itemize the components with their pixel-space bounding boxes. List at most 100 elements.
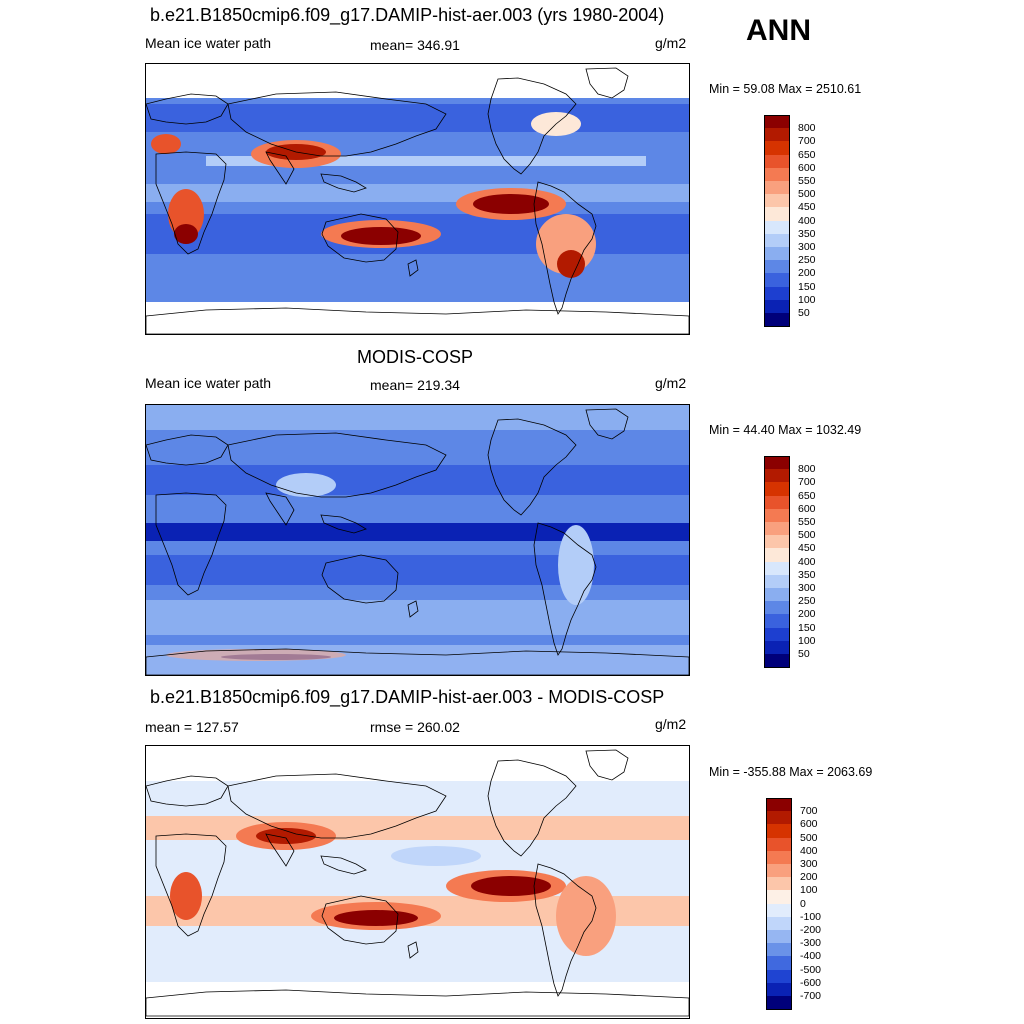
panel2-units-label: g/m2 <box>655 375 687 391</box>
colorbar-swatch <box>766 930 792 944</box>
colorbar-tick-label: 700 <box>798 135 816 148</box>
colorbar-swatch <box>764 588 790 602</box>
panel2-mean-label: mean= 219.34 <box>370 377 460 393</box>
colorbar-tick-label: 450 <box>798 201 816 214</box>
colorbar-swatch <box>764 614 790 629</box>
colorbar-swatch <box>766 982 792 997</box>
colorbar-tick-label: 500 <box>798 529 816 542</box>
panel2-variable-label: Mean ice water path <box>145 375 272 391</box>
colorbar-tick-label: 650 <box>798 148 816 161</box>
colorbar-swatch <box>766 811 792 825</box>
panel2-map <box>145 404 690 676</box>
colorbar-tick-label: -400 <box>800 950 822 963</box>
colorbar-tick-label: 400 <box>798 555 816 568</box>
colorbar-swatch <box>764 220 790 235</box>
colorbar-tick-label: 350 <box>798 227 816 240</box>
colorbar-swatch <box>764 561 790 576</box>
panel3-mean-label: mean = 127.57 <box>145 719 239 735</box>
colorbar-swatch <box>766 956 792 971</box>
colorbar-tick-label: 150 <box>798 280 816 293</box>
colorbar-tick-label: 200 <box>798 608 816 621</box>
colorbar-tick-label: 150 <box>798 621 816 634</box>
colorbar-swatch <box>766 969 792 984</box>
colorbar-swatch <box>764 522 790 536</box>
colorbar-swatch <box>764 260 790 274</box>
panel1-variable-label: Mean ice water path <box>145 35 272 51</box>
colorbar-swatch <box>766 877 792 891</box>
colorbar-swatch <box>766 850 792 865</box>
colorbar-tick-label: 600 <box>798 161 816 174</box>
panel2-minmax: Min = 44.40 Max = 1032.49 <box>709 423 862 437</box>
colorbar-tick-label: 300 <box>798 241 816 253</box>
colorbar-swatch <box>764 233 790 248</box>
colorbar-tick-label: -100 <box>800 910 822 923</box>
colorbar-swatch <box>766 916 792 931</box>
colorbar-swatch <box>766 996 792 1010</box>
colorbar-swatch <box>764 141 790 156</box>
colorbar-tick-label: -500 <box>800 963 822 976</box>
colorbar-swatch <box>764 154 790 169</box>
colorbar-tick-label: 250 <box>798 254 816 267</box>
panel3-units-label: g/m2 <box>655 716 687 732</box>
colorbar-swatch <box>764 286 790 301</box>
colorbar-tick-label: -300 <box>800 937 822 950</box>
panel3-minmax: Min = -355.88 Max = 2063.69 <box>709 765 873 779</box>
colorbar-swatch <box>764 456 790 470</box>
colorbar-tick-label: 0 <box>800 897 806 910</box>
colorbar-swatch <box>764 535 790 549</box>
colorbar-swatch <box>764 273 790 288</box>
panel2-title: MODIS-COSP <box>357 347 474 367</box>
colorbar-tick-label: 500 <box>800 831 818 844</box>
colorbar-tick-label: 300 <box>798 582 816 594</box>
season-label: ANN <box>746 14 811 47</box>
colorbar-swatch <box>764 207 790 222</box>
colorbar-tick-label: 200 <box>800 871 818 884</box>
colorbar-tick-label: 400 <box>800 844 818 857</box>
colorbar-swatch <box>764 128 790 142</box>
colorbar-tick-label: -200 <box>800 924 822 936</box>
colorbar-tick-label: 800 <box>798 463 816 476</box>
colorbar-tick-label: -700 <box>800 990 822 1002</box>
colorbar-tick-label: 650 <box>798 489 816 502</box>
colorbar-swatch <box>764 574 790 589</box>
panel3-map-svg <box>146 746 689 1018</box>
panel2-map-svg <box>146 405 689 675</box>
colorbar-tick-label: 50 <box>798 307 810 319</box>
colorbar-tick-label: 600 <box>798 502 816 515</box>
panel1-title: b.e21.B1850cmip6.f09_g17.DAMIP-hist-aer.… <box>150 5 665 25</box>
colorbar-swatch <box>764 482 790 497</box>
colorbar-swatch <box>766 903 792 918</box>
colorbar-tick-label: 200 <box>798 267 816 280</box>
panel1-mean-label: mean= 346.91 <box>370 37 460 53</box>
colorbar-tick-label: 800 <box>798 122 816 135</box>
colorbar-tick-label: 50 <box>798 648 810 660</box>
colorbar-tick-label: -600 <box>800 976 822 989</box>
colorbar-tick-label: 400 <box>798 214 816 227</box>
colorbar-swatch <box>766 864 792 878</box>
colorbar-swatch <box>764 115 790 129</box>
panel3-map <box>145 745 690 1019</box>
panel1-map <box>145 63 690 335</box>
colorbar-swatch <box>764 194 790 208</box>
colorbar-tick-label: 100 <box>800 884 818 897</box>
colorbar-tick-label: 100 <box>798 634 816 647</box>
colorbar-swatch <box>766 943 792 957</box>
panel1-map-svg <box>146 64 689 334</box>
colorbar-swatch <box>766 824 792 839</box>
colorbar-swatch <box>764 627 790 642</box>
panel3-title: b.e21.B1850cmip6.f09_g17.DAMIP-hist-aer.… <box>150 687 665 707</box>
colorbar-swatch <box>766 890 792 905</box>
colorbar-tick-label: 450 <box>798 542 816 555</box>
colorbar-swatch <box>764 167 790 182</box>
colorbar-tick-label: 300 <box>800 858 818 870</box>
colorbar-swatch <box>764 469 790 483</box>
colorbar-tick-label: 500 <box>798 188 816 201</box>
colorbar-swatch <box>764 508 790 523</box>
colorbar-swatch <box>766 798 792 812</box>
colorbar-swatch <box>764 548 790 563</box>
colorbar-swatch <box>764 299 790 314</box>
colorbar-tick-label: 550 <box>798 516 816 528</box>
colorbar-swatch <box>764 640 790 655</box>
colorbar-swatch <box>764 181 790 195</box>
colorbar-swatch <box>764 654 790 668</box>
